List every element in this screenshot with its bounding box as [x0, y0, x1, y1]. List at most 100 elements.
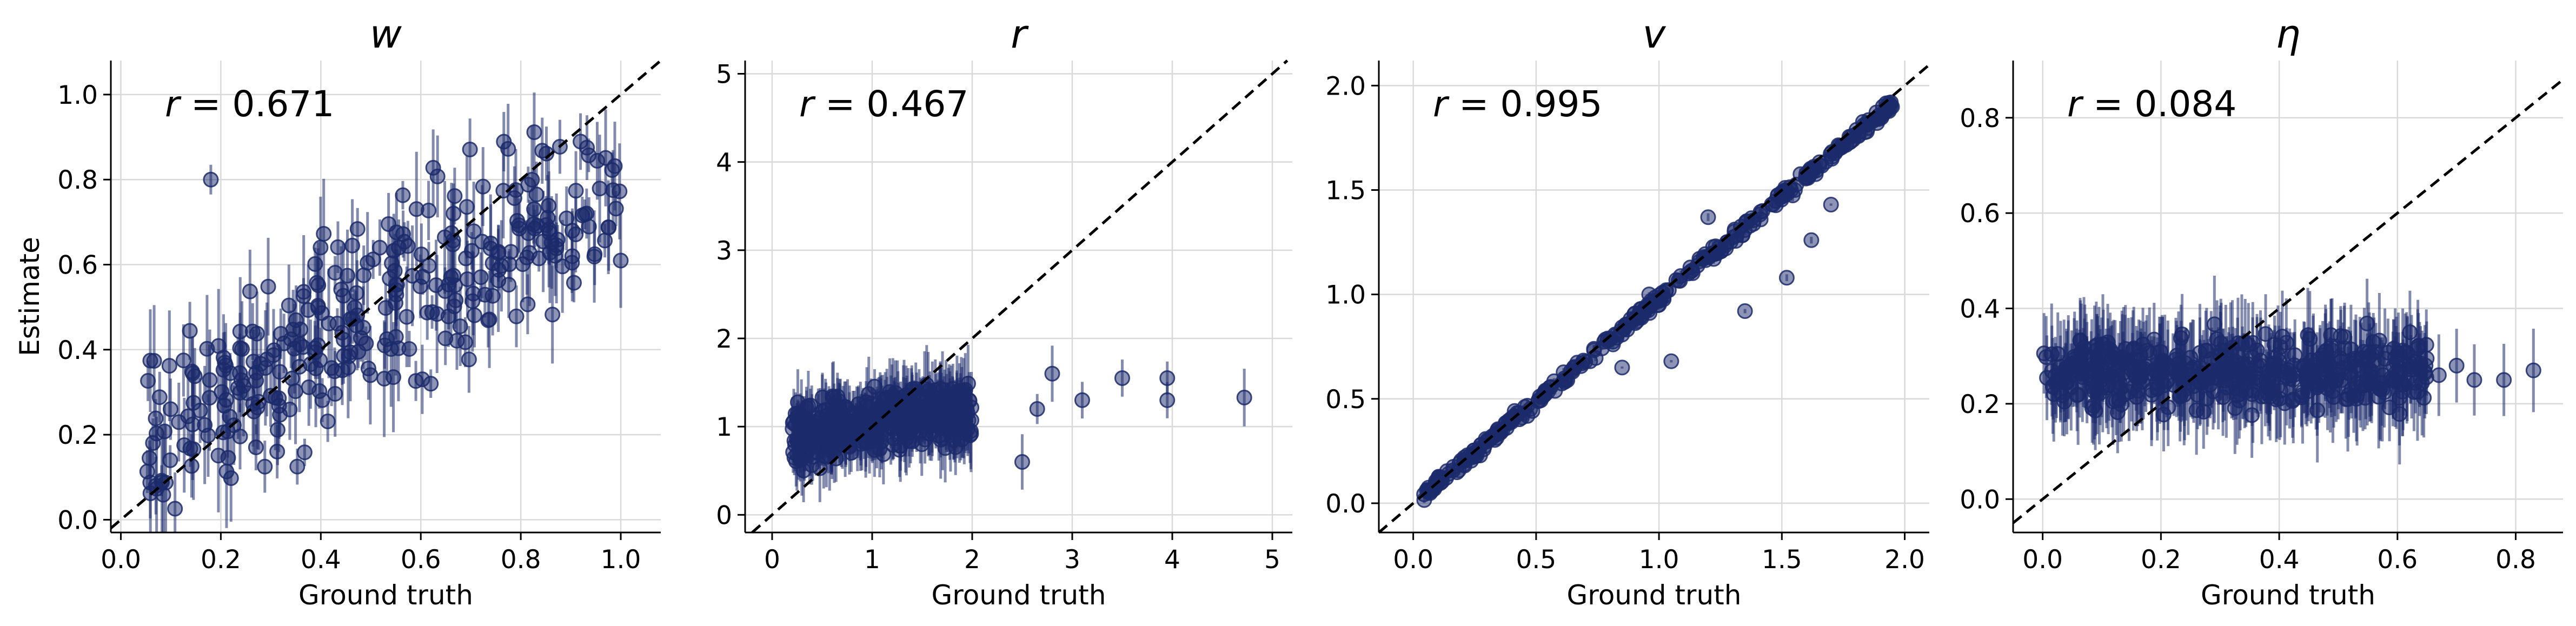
data-point	[589, 152, 606, 169]
data-point	[1705, 251, 1722, 267]
data-point	[2247, 370, 2263, 386]
data-point	[501, 277, 517, 293]
data-point	[1823, 197, 1839, 213]
data-point	[612, 183, 628, 199]
data-point	[269, 443, 286, 459]
data-point	[924, 410, 940, 426]
data-point	[199, 341, 215, 357]
data-point	[242, 283, 258, 299]
x-axis-label: Ground truth	[298, 580, 473, 611]
y-tick-label: 0	[716, 501, 732, 530]
panel-3: 0.0 0.5 1.0 1.5 2.0 0.0 0.5 1.0 1.5 2.0 v Ground tr…	[1325, 11, 1930, 611]
correlation-value: = 0.995	[1448, 83, 1602, 125]
y-tick-label: 0.8	[1960, 104, 2000, 134]
data-point	[1074, 392, 1090, 408]
panel-2: 0 1 2 3 4 5 0 1 2 3 4 5 r Ground truth r = 0.467	[716, 11, 1292, 611]
data-point	[459, 271, 475, 287]
identity-line	[751, 59, 1289, 534]
data-point	[2050, 346, 2066, 362]
data-point	[244, 323, 261, 339]
y-tick-label: 0.4	[1960, 295, 2000, 324]
data-point	[335, 288, 351, 304]
data-point	[2319, 361, 2335, 377]
data-point	[1875, 98, 1891, 115]
data-point	[2174, 327, 2190, 343]
data-point	[1663, 353, 1679, 369]
data-point	[481, 311, 497, 328]
panel-4: 0.0 0.2 0.4 0.6 0.8 0.0 0.2 0.4 0.6 0.8 η Ground tr…	[1960, 11, 2564, 611]
data-point	[2095, 336, 2112, 352]
data-point	[2348, 375, 2364, 391]
data-point	[459, 199, 475, 215]
data-point	[271, 364, 288, 380]
x-tick-label: 1.0	[1639, 545, 1679, 575]
data-point	[2407, 375, 2424, 391]
data-point	[184, 416, 201, 432]
y-tick-label: 0.2	[1960, 390, 2000, 419]
data-point	[151, 389, 168, 405]
data-point	[2300, 327, 2316, 343]
data-point	[340, 359, 356, 376]
x-tick-label: 0.5	[1516, 545, 1556, 575]
data-point	[234, 341, 250, 357]
data-point	[2069, 387, 2085, 403]
data-point	[508, 308, 525, 324]
data-point	[501, 256, 517, 272]
data-point	[1619, 316, 1636, 332]
data-point	[568, 183, 584, 199]
data-point	[314, 392, 330, 408]
data-point	[272, 407, 288, 423]
data-point	[1582, 353, 1598, 369]
data-point	[2300, 364, 2316, 380]
data-point	[2335, 360, 2351, 376]
data-point	[384, 255, 400, 271]
data-point	[2466, 372, 2482, 388]
data-point	[2287, 347, 2303, 363]
data-point	[2353, 350, 2369, 367]
data-point	[356, 267, 372, 283]
data-point	[2160, 399, 2176, 415]
y-tick-label: 3	[716, 236, 732, 266]
data-point	[142, 352, 158, 369]
series-points	[139, 92, 629, 532]
data-point	[248, 439, 264, 456]
data-point	[1808, 163, 1824, 179]
data-point	[1700, 209, 1716, 225]
data-point	[309, 275, 325, 291]
series-points	[785, 344, 1252, 502]
data-point	[875, 446, 892, 462]
data-point	[218, 357, 234, 374]
correlation-value: = 0.671	[180, 83, 334, 125]
data-point	[2326, 389, 2342, 405]
series-points	[2036, 275, 2541, 465]
data-point	[140, 373, 156, 389]
y-axis-label: Estimate	[14, 237, 45, 356]
data-point	[2399, 344, 2415, 361]
data-point	[2112, 375, 2128, 391]
data-point	[939, 395, 955, 411]
data-point	[828, 418, 845, 435]
data-point	[2168, 351, 2184, 368]
data-point	[266, 342, 282, 358]
data-point	[466, 307, 482, 323]
data-point	[1236, 389, 1252, 405]
data-point	[2324, 342, 2340, 358]
y-tick-label: 0.4	[57, 336, 98, 365]
data-point	[461, 351, 477, 368]
data-point	[386, 369, 402, 385]
y-tick-label: 1	[716, 412, 732, 442]
data-point	[813, 431, 829, 448]
y-tick-label: 0.0	[57, 505, 98, 535]
data-point	[2496, 372, 2512, 388]
x-tick-label: 0.2	[201, 545, 241, 575]
x-tick-label: 1	[864, 545, 880, 575]
panel-1: 0.0 0.2 0.4 0.6 0.8 1.0 0.0 0.2 0.4 0.6 0.8 1.0 w Gro…	[14, 11, 662, 611]
data-point	[424, 304, 440, 320]
data-point	[949, 417, 965, 433]
panel-title: v	[1643, 11, 1667, 57]
data-point	[340, 268, 356, 284]
data-point	[273, 325, 289, 342]
data-point	[526, 124, 542, 141]
data-point	[377, 300, 394, 316]
data-point	[904, 433, 920, 449]
